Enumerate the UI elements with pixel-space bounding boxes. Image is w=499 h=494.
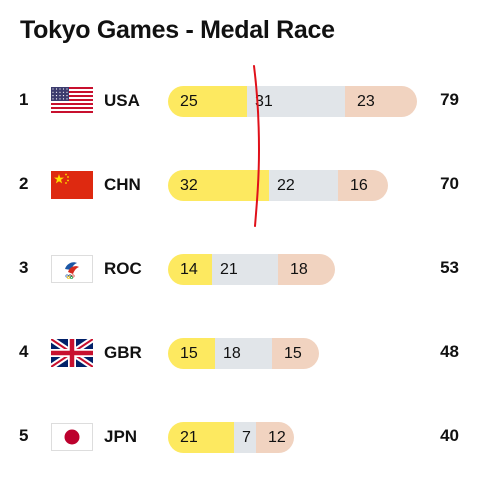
country-row: 5 JPN 21 7 12 40 xyxy=(0,420,499,454)
country-code: CHN xyxy=(104,175,141,194)
rank-label: 2 xyxy=(19,174,29,193)
silver-segment: 18 xyxy=(215,338,272,369)
bronze-segment: 23 xyxy=(345,86,417,117)
rank-label: 5 xyxy=(19,426,29,445)
japan-flag-icon xyxy=(51,423,93,451)
silver-segment: 22 xyxy=(269,170,338,201)
medal-bar: 25 31 23 xyxy=(168,86,417,117)
china-flag-icon xyxy=(51,171,93,199)
roc-flag-icon xyxy=(51,255,93,283)
country-row: 4 GBR 15 18 15 48 xyxy=(0,336,499,370)
silver-segment: 7 xyxy=(234,422,256,453)
country-code: GBR xyxy=(104,343,142,362)
country-row: 3 ROC 14 21 18 53 xyxy=(0,252,499,286)
uk-flag-icon xyxy=(51,339,93,367)
bronze-segment: 12 xyxy=(256,422,294,453)
usa-flag-icon xyxy=(51,87,93,115)
silver-segment: 21 xyxy=(212,254,278,285)
rank-label: 3 xyxy=(19,258,29,277)
bronze-segment: 16 xyxy=(338,170,388,201)
bronze-segment: 18 xyxy=(278,254,335,285)
total-label: 70 xyxy=(440,174,459,193)
total-label: 79 xyxy=(440,90,459,109)
gold-segment: 32 xyxy=(168,170,269,201)
country-row: 1 USA 25 31 23 79 xyxy=(0,84,499,118)
total-label: 53 xyxy=(440,258,459,277)
gold-segment: 15 xyxy=(168,338,215,369)
country-code: JPN xyxy=(104,427,138,446)
medal-bar: 21 7 12 xyxy=(168,422,294,453)
gold-segment: 25 xyxy=(168,86,247,117)
silver-segment: 31 xyxy=(247,86,345,117)
rank-label: 1 xyxy=(19,90,29,109)
bronze-segment: 15 xyxy=(272,338,319,369)
chart-title: Tokyo Games - Medal Race xyxy=(20,16,335,44)
medal-bar: 14 21 18 xyxy=(168,254,335,285)
rank-label: 4 xyxy=(19,342,29,361)
total-label: 48 xyxy=(440,342,459,361)
medal-bar: 32 22 16 xyxy=(168,170,388,201)
medal-bar: 15 18 15 xyxy=(168,338,319,369)
gold-segment: 21 xyxy=(168,422,234,453)
country-code: USA xyxy=(104,91,140,110)
country-row: 2 CHN 32 22 16 70 xyxy=(0,168,499,202)
total-label: 40 xyxy=(440,426,459,445)
gold-segment: 14 xyxy=(168,254,212,285)
country-code: ROC xyxy=(104,259,142,278)
